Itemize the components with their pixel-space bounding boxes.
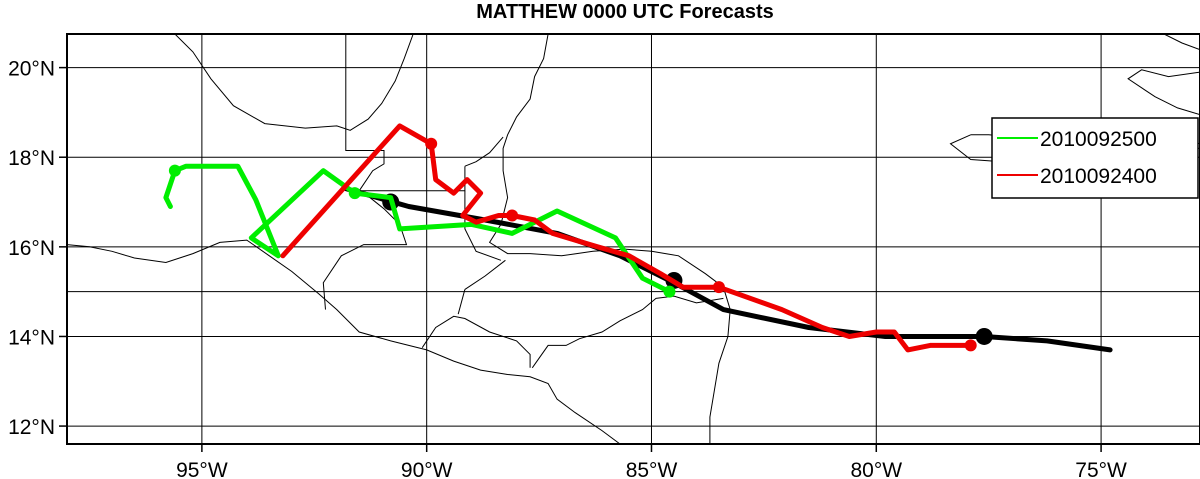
x-tick-label: 90°W: [401, 459, 453, 479]
track-layer: [163, 123, 1113, 353]
coastline: [322, 190, 408, 310]
y-tick-label: 18°N: [8, 147, 55, 170]
forecast-2010092400-marker: [425, 137, 438, 150]
x-tick-label: 75°W: [1075, 459, 1127, 479]
coastline: [488, 34, 731, 444]
legend-box: [991, 117, 1199, 199]
y-tick-label: 16°N: [8, 237, 55, 260]
coastline: [174, 34, 414, 131]
legend-label-2010092500: 2010092500: [1040, 128, 1157, 151]
coastline: [531, 295, 724, 369]
forecast-2010092400-line: [280, 123, 974, 353]
forecast-2010092500-marker: [168, 164, 181, 177]
coastline: [1127, 69, 1200, 116]
map-title: MATTHEW 0000 UTC Forecasts: [476, 1, 774, 23]
x-tick-label: 85°W: [626, 459, 678, 479]
x-tick-label: 80°W: [850, 459, 902, 479]
coastline: [345, 34, 466, 192]
best-track-line: [343, 186, 1113, 353]
map-frame: [66, 33, 1200, 445]
coastline: [464, 136, 504, 167]
legend-label-2010092400: 2010092400: [1040, 165, 1157, 188]
y-tick-label: 20°N: [8, 58, 55, 81]
forecast-2010092500-marker: [663, 285, 676, 298]
coastline: [464, 259, 506, 290]
coastline: [457, 289, 466, 315]
coastline-layer: [67, 34, 1200, 444]
best-track-marker: [975, 327, 993, 345]
forecast-2010092400-marker: [712, 281, 725, 294]
forecast-2010092400-marker: [506, 209, 519, 222]
graticule-grid: [67, 34, 1200, 444]
y-tick-label: 12°N: [8, 416, 55, 439]
legend: 2010092500 2010092400: [991, 117, 1199, 199]
axis-tick-labels: 95°W 90°W 85°W 80°W 75°W 12°N 14°N 16°N 18°N 20°N: [8, 58, 1127, 479]
forecast-2010092500-line: [163, 163, 672, 295]
coastline: [421, 315, 531, 368]
coastline: [1163, 34, 1200, 51]
coastline: [67, 239, 621, 444]
forecast-2010092400-marker: [964, 339, 977, 352]
y-tick-label: 14°N: [8, 326, 55, 349]
forecast-2010092500-marker: [348, 187, 361, 200]
x-tick-label: 95°W: [176, 459, 228, 479]
